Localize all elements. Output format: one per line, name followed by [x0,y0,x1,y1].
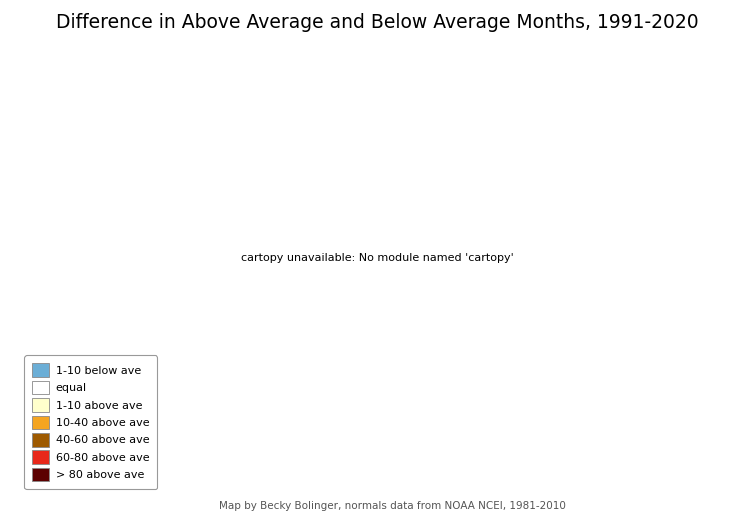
Text: Map by Becky Bolinger, normals data from NOAA NCEI, 1981-2010: Map by Becky Bolinger, normals data from… [219,501,566,511]
Legend: 1-10 below ave, equal, 1-10 above ave, 10-40 above ave, 40-60 above ave, 60-80 a: 1-10 below ave, equal, 1-10 above ave, 1… [24,355,157,489]
Text: Difference in Above Average and Below Average Months, 1991-2020: Difference in Above Average and Below Av… [56,13,698,32]
Text: cartopy unavailable: No module named 'cartopy': cartopy unavailable: No module named 'ca… [241,253,513,263]
